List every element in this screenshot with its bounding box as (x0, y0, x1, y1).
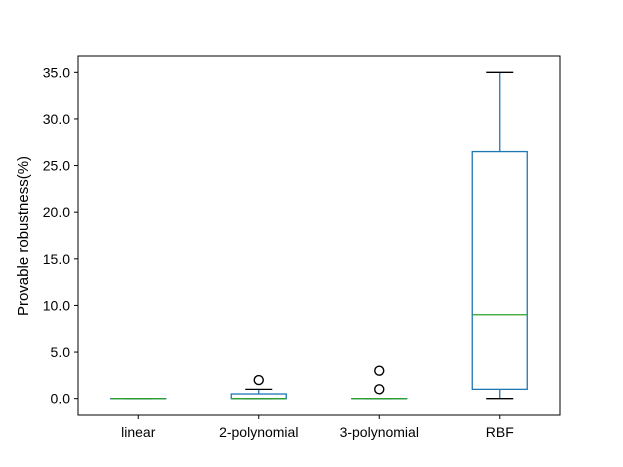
x-tick-label: 2-polynomial (219, 424, 298, 440)
y-tick-label: 30.0 (43, 111, 70, 127)
y-tick-label: 20.0 (43, 204, 70, 220)
outlier-point (253, 374, 264, 386)
outlier-point (374, 384, 385, 395)
boxes-group (110, 71, 528, 400)
box-3-polynomial (351, 365, 408, 400)
y-tick-label: 35.0 (43, 64, 70, 80)
x-tick-label: RBF (486, 424, 514, 440)
y-tick-label: 10.0 (43, 297, 70, 313)
plot-area (77, 55, 561, 416)
x-tick-label: 3-polynomial (340, 424, 419, 440)
y-axis-label: Provable robustness(%) (15, 156, 32, 316)
y-tick-label: 0.0 (51, 391, 71, 407)
x-axis: linear 2-polynomial 3-polynomial RBF (121, 415, 514, 440)
y-tick-label: 15.0 (43, 251, 70, 267)
y-axis: 0.0 5.0 10.0 15.0 20.0 25.0 30.0 35.0 (43, 64, 78, 407)
box-RBF (471, 71, 528, 400)
x-tick-label: linear (121, 424, 156, 440)
box-2-polynomial (230, 374, 287, 400)
box-iqr (471, 150, 528, 391)
y-tick-label: 5.0 (51, 344, 71, 360)
y-tick-label: 25.0 (43, 158, 70, 174)
outlier-point (374, 365, 385, 376)
